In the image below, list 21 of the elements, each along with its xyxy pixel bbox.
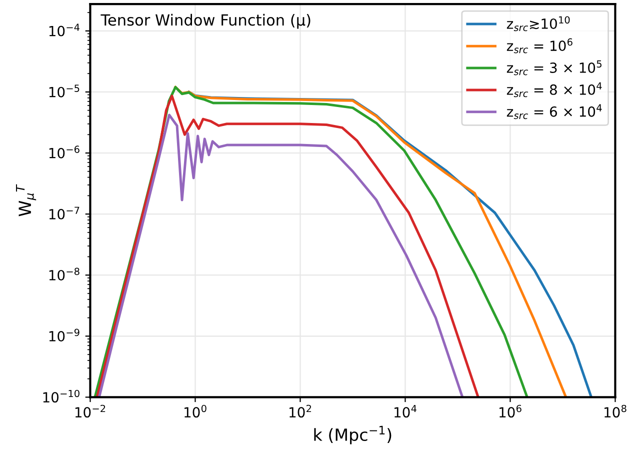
y-tick-label: 10$^{−10}$ — [43, 390, 80, 403]
x-tick-label: 10$^{2}$ — [290, 404, 312, 418]
x-tick-label: 10$^{6}$ — [500, 404, 522, 418]
legend-label: z$_{src}$ = 10$^{6}$ — [506, 38, 572, 54]
y-tick-label: 10$^{−9}$ — [49, 328, 80, 342]
x-axis-title: k (Mpc$^{−1}$) — [314, 426, 392, 444]
legend-label: z$_{src}$ = 3 × 10$^{5}$ — [506, 60, 602, 76]
y-tick-label: 10$^{−5}$ — [49, 84, 80, 98]
legend-label: z$_{src}$≳10$^{10}$ — [506, 16, 570, 32]
legend-label: z$_{src}$ = 6 × 10$^{4}$ — [506, 104, 602, 120]
x-tick-label: 10$^{0}$ — [184, 404, 206, 418]
legend-label: z$_{src}$ = 8 × 10$^{4}$ — [506, 82, 602, 98]
y-tick-label: 10$^{−4}$ — [49, 24, 80, 36]
text: Tensor Window Function (μ) — [100, 14, 310, 29]
x-tick-label: 10$^{−2}$ — [75, 404, 106, 418]
y-tick-label: 10$^{−6}$ — [49, 146, 80, 158]
x-tick-label: 10$^{8}$ — [604, 404, 626, 418]
y-tick-label: 10$^{−7}$ — [49, 206, 80, 220]
y-tick-label: 10$^{−8}$ — [49, 268, 80, 280]
y-axis-title: W$_{μ}$$^{T}$ — [16, 184, 36, 216]
x-tick-label: 10$^{4}$ — [394, 404, 416, 418]
